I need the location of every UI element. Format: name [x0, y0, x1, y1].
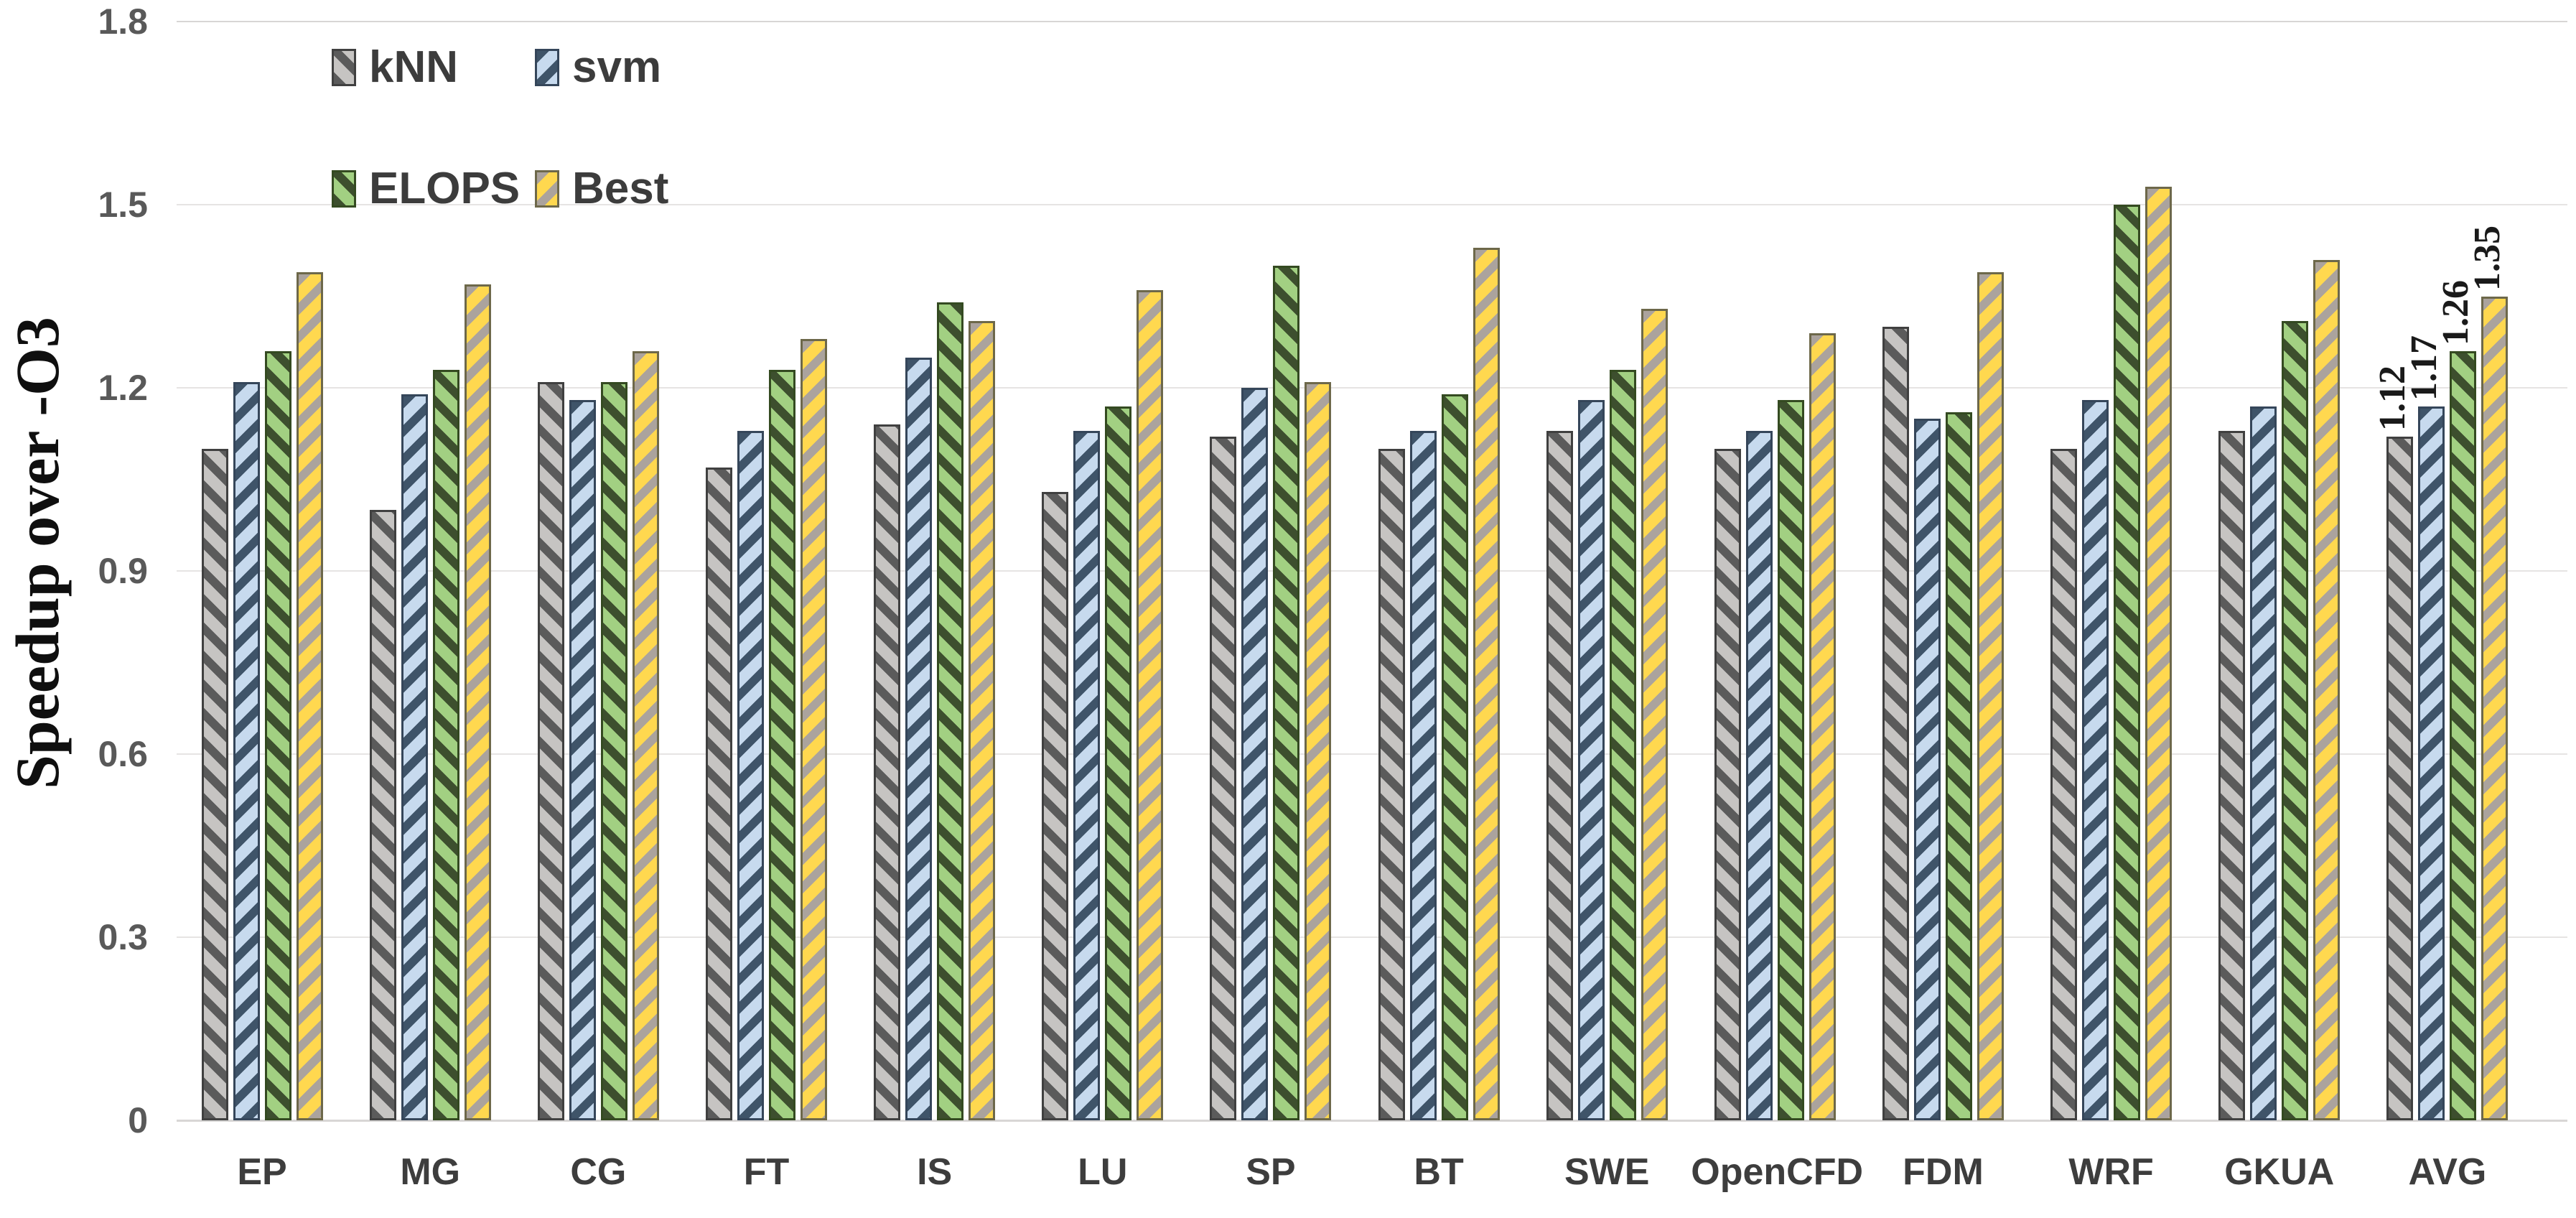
gridline-0.9 [177, 570, 2567, 572]
bar-EP-svm [233, 381, 260, 1120]
bar-LU-svm [1073, 430, 1101, 1120]
y-tick-label-1.5: 1.5 [98, 185, 148, 225]
bar-BT-kNN [1378, 449, 1405, 1120]
y-tick-label-0.6: 0.6 [98, 734, 148, 774]
legend-label-knn: kNN [369, 42, 459, 92]
bar-SP-Best [1305, 381, 1332, 1120]
bar-MG-kNN [369, 510, 396, 1120]
y-tick-label-1.2: 1.2 [98, 368, 148, 408]
bar-FT-svm [737, 430, 764, 1120]
category-label-OpenCFD: OpenCFD [1691, 1151, 1864, 1193]
bar-GKUA-kNN [2218, 430, 2246, 1120]
bar-MG-Best [464, 284, 491, 1120]
category-label-BT: BT [1414, 1151, 1464, 1193]
bar-WRF-Best [2145, 186, 2173, 1120]
legend-label-svm: svm [572, 42, 662, 92]
bar-MG-svm [401, 394, 428, 1120]
category-label-FT: FT [743, 1151, 790, 1193]
bar-AVG-svm [2418, 406, 2445, 1120]
bar-MG-ELOPS [432, 369, 459, 1120]
bar-WRF-kNN [2050, 449, 2078, 1120]
bar-FT-Best [801, 339, 827, 1120]
bar-IS-svm [905, 357, 933, 1120]
bar-CG-ELOPS [600, 381, 627, 1120]
legend-swatch-knn [332, 49, 356, 86]
bar-FT-kNN [706, 467, 732, 1120]
gridline-1.5 [177, 204, 2567, 205]
bar-BT-Best [1473, 247, 1500, 1120]
bar-FDM-Best [1977, 271, 2004, 1120]
bar-GKUA-Best [2313, 259, 2341, 1120]
gridline-1.2 [177, 387, 2567, 389]
category-label-WRF: WRF [2068, 1151, 2154, 1193]
legend-item-best: Best [535, 164, 669, 213]
gridline-1.8 [177, 21, 2567, 22]
y-tick-label-0.3: 0.3 [98, 917, 148, 957]
bar-OpenCFD-kNN [1714, 449, 1741, 1120]
bar-EP-kNN [201, 449, 228, 1120]
category-label-AVG: AVG [2408, 1151, 2487, 1193]
y-tick-label-0: 0 [128, 1100, 148, 1140]
bar-FT-ELOPS [769, 369, 795, 1120]
bar-SWE-svm [1577, 400, 1605, 1120]
bar-CG-kNN [537, 381, 564, 1120]
bar-FDM-svm [1914, 418, 1941, 1120]
gridline-0.3 [177, 936, 2567, 938]
legend-swatch-best [535, 170, 559, 208]
category-label-SP: SP [1246, 1151, 1296, 1193]
bar-LU-Best [1137, 290, 1164, 1120]
bar-SWE-kNN [1546, 430, 1573, 1120]
bar-SP-svm [1241, 388, 1269, 1120]
bar-EP-Best [296, 271, 323, 1120]
bar-LU-ELOPS [1105, 406, 1132, 1120]
bar-IS-Best [969, 320, 996, 1120]
bar-WRF-ELOPS [2114, 205, 2141, 1120]
bar-SWE-ELOPS [1609, 369, 1636, 1120]
bar-CG-Best [632, 351, 659, 1120]
legend-item-svm: svm [535, 42, 662, 92]
legend-swatch-elops [332, 170, 356, 208]
bar-SWE-Best [1641, 308, 1668, 1120]
gridline-0 [177, 1120, 2567, 1122]
y-tick-label-0.9: 0.9 [98, 551, 148, 591]
bar-FDM-ELOPS [1946, 412, 1972, 1120]
category-label-GKUA: GKUA [2224, 1151, 2335, 1193]
legend-swatch-svm [535, 49, 559, 86]
legend-label-elops: ELOPS [369, 164, 521, 213]
category-label-CG: CG [570, 1151, 627, 1193]
bar-IS-ELOPS [937, 302, 964, 1120]
bar-GKUA-ELOPS [2282, 320, 2309, 1120]
bar-OpenCFD-ELOPS [1777, 400, 1804, 1120]
bar-BT-ELOPS [1441, 394, 1468, 1120]
bar-AVG-Best [2481, 296, 2509, 1120]
legend-item-knn: kNN [332, 42, 459, 92]
bar-AVG-ELOPS [2450, 351, 2477, 1120]
bar-OpenCFD-Best [1809, 333, 1836, 1120]
y-tick-label-1.8: 1.8 [98, 1, 148, 42]
category-label-IS: IS [917, 1151, 953, 1193]
bar-BT-svm [1409, 430, 1437, 1120]
bar-GKUA-svm [2250, 406, 2277, 1120]
data-label-AVG-Best: 1.35 [2466, 225, 2508, 291]
bar-EP-ELOPS [264, 351, 291, 1120]
bar-SP-ELOPS [1273, 266, 1300, 1120]
bar-SP-kNN [1210, 437, 1237, 1120]
gridline-0.6 [177, 753, 2567, 755]
bar-AVG-kNN [2386, 437, 2414, 1120]
legend-label-best: Best [572, 164, 669, 213]
category-label-FDM: FDM [1903, 1151, 1984, 1193]
bar-LU-kNN [1042, 491, 1069, 1120]
category-label-LU: LU [1078, 1151, 1128, 1193]
bar-IS-kNN [874, 424, 901, 1120]
bar-WRF-svm [2082, 400, 2109, 1120]
category-label-MG: MG [400, 1151, 461, 1193]
bar-CG-svm [569, 400, 596, 1120]
category-label-SWE: SWE [1564, 1151, 1650, 1193]
bar-OpenCFD-svm [1745, 430, 1773, 1120]
bar-FDM-kNN [1882, 327, 1909, 1120]
legend-item-elops: ELOPS [332, 164, 521, 213]
category-label-EP: EP [237, 1151, 287, 1193]
